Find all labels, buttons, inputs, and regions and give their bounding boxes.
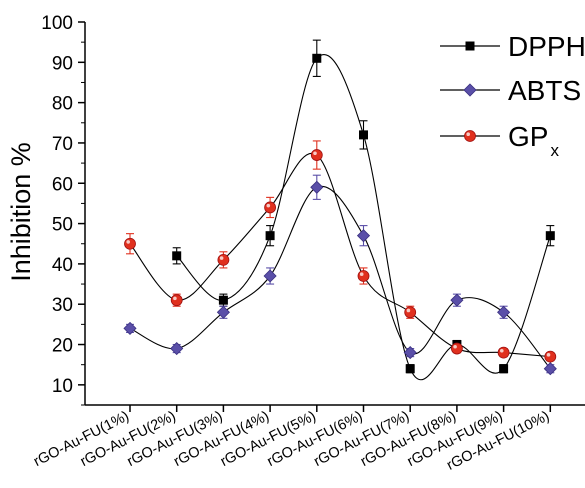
data-point bbox=[172, 251, 182, 261]
data-point bbox=[265, 231, 275, 241]
data-point bbox=[359, 130, 368, 140]
legend-label: GP bbox=[508, 121, 548, 152]
data-point bbox=[123, 321, 137, 335]
data-point bbox=[310, 180, 324, 194]
data-point bbox=[499, 364, 509, 374]
data-point bbox=[497, 346, 510, 359]
data-point-highlight bbox=[453, 344, 457, 349]
data-point bbox=[310, 149, 323, 161]
legend-entry-dpph: DPPH bbox=[440, 31, 585, 62]
y-tick-label: 60 bbox=[52, 174, 73, 195]
legend-marker bbox=[464, 130, 476, 142]
data-point-highlight bbox=[546, 353, 551, 357]
data-point bbox=[124, 237, 136, 250]
series-dpph bbox=[172, 39, 555, 380]
y-tick-label: 70 bbox=[52, 134, 73, 155]
data-point bbox=[356, 229, 371, 243]
y-tick-label: 100 bbox=[41, 13, 73, 34]
data-point bbox=[450, 293, 464, 307]
series-layer bbox=[123, 39, 557, 380]
data-point-highlight bbox=[406, 308, 411, 313]
data-point bbox=[403, 346, 417, 360]
y-tick-label: 20 bbox=[52, 336, 73, 357]
data-point-highlight bbox=[173, 296, 177, 301]
legend-label-subscript: x bbox=[550, 141, 559, 160]
series-line bbox=[129, 185, 551, 370]
data-point bbox=[544, 350, 557, 363]
y-tick-label: 90 bbox=[52, 53, 73, 74]
data-point bbox=[263, 269, 277, 283]
data-point-highlight bbox=[359, 272, 364, 276]
y-tick-label: 80 bbox=[52, 94, 73, 115]
data-point bbox=[170, 341, 184, 356]
data-point-highlight bbox=[126, 240, 130, 244]
data-point bbox=[170, 294, 183, 307]
series-abts bbox=[123, 174, 557, 376]
data-point bbox=[404, 306, 417, 319]
data-point bbox=[497, 305, 511, 319]
data-point bbox=[450, 342, 463, 355]
y-tick-label: 30 bbox=[52, 295, 73, 316]
legend-entry-abts: ABTS bbox=[440, 75, 581, 106]
legend-entry-gp: GP x bbox=[440, 121, 559, 160]
legend-marker-highlight bbox=[466, 132, 471, 136]
data-point bbox=[543, 362, 557, 376]
legend-label: DPPH bbox=[508, 31, 585, 62]
data-point bbox=[357, 270, 370, 282]
data-point bbox=[218, 295, 228, 305]
data-point-highlight bbox=[266, 203, 271, 208]
series-line bbox=[129, 152, 551, 358]
data-point bbox=[545, 231, 555, 241]
y-tick-label: 40 bbox=[52, 255, 73, 276]
legend-label: ABTS bbox=[508, 75, 581, 106]
axes: 102030405060708090100rGO-Au-FU(1%)rGO-Au… bbox=[31, 13, 585, 474]
data-point bbox=[405, 364, 415, 374]
data-point-highlight bbox=[313, 151, 317, 156]
data-point bbox=[312, 53, 322, 63]
data-point-highlight bbox=[219, 256, 224, 260]
data-point-highlight bbox=[500, 348, 504, 353]
legend: DPPH ABTS GP x bbox=[440, 31, 585, 160]
data-point bbox=[264, 201, 277, 214]
data-point bbox=[216, 305, 230, 319]
series-gp bbox=[124, 140, 557, 363]
legend-marker bbox=[465, 41, 475, 51]
y-tick-label: 10 bbox=[52, 376, 73, 397]
legend-marker bbox=[463, 83, 477, 97]
data-point bbox=[217, 253, 230, 266]
y-tick-label: 50 bbox=[52, 215, 73, 236]
series-line bbox=[176, 53, 551, 380]
y-axis-label: Inhibition % bbox=[6, 142, 36, 282]
